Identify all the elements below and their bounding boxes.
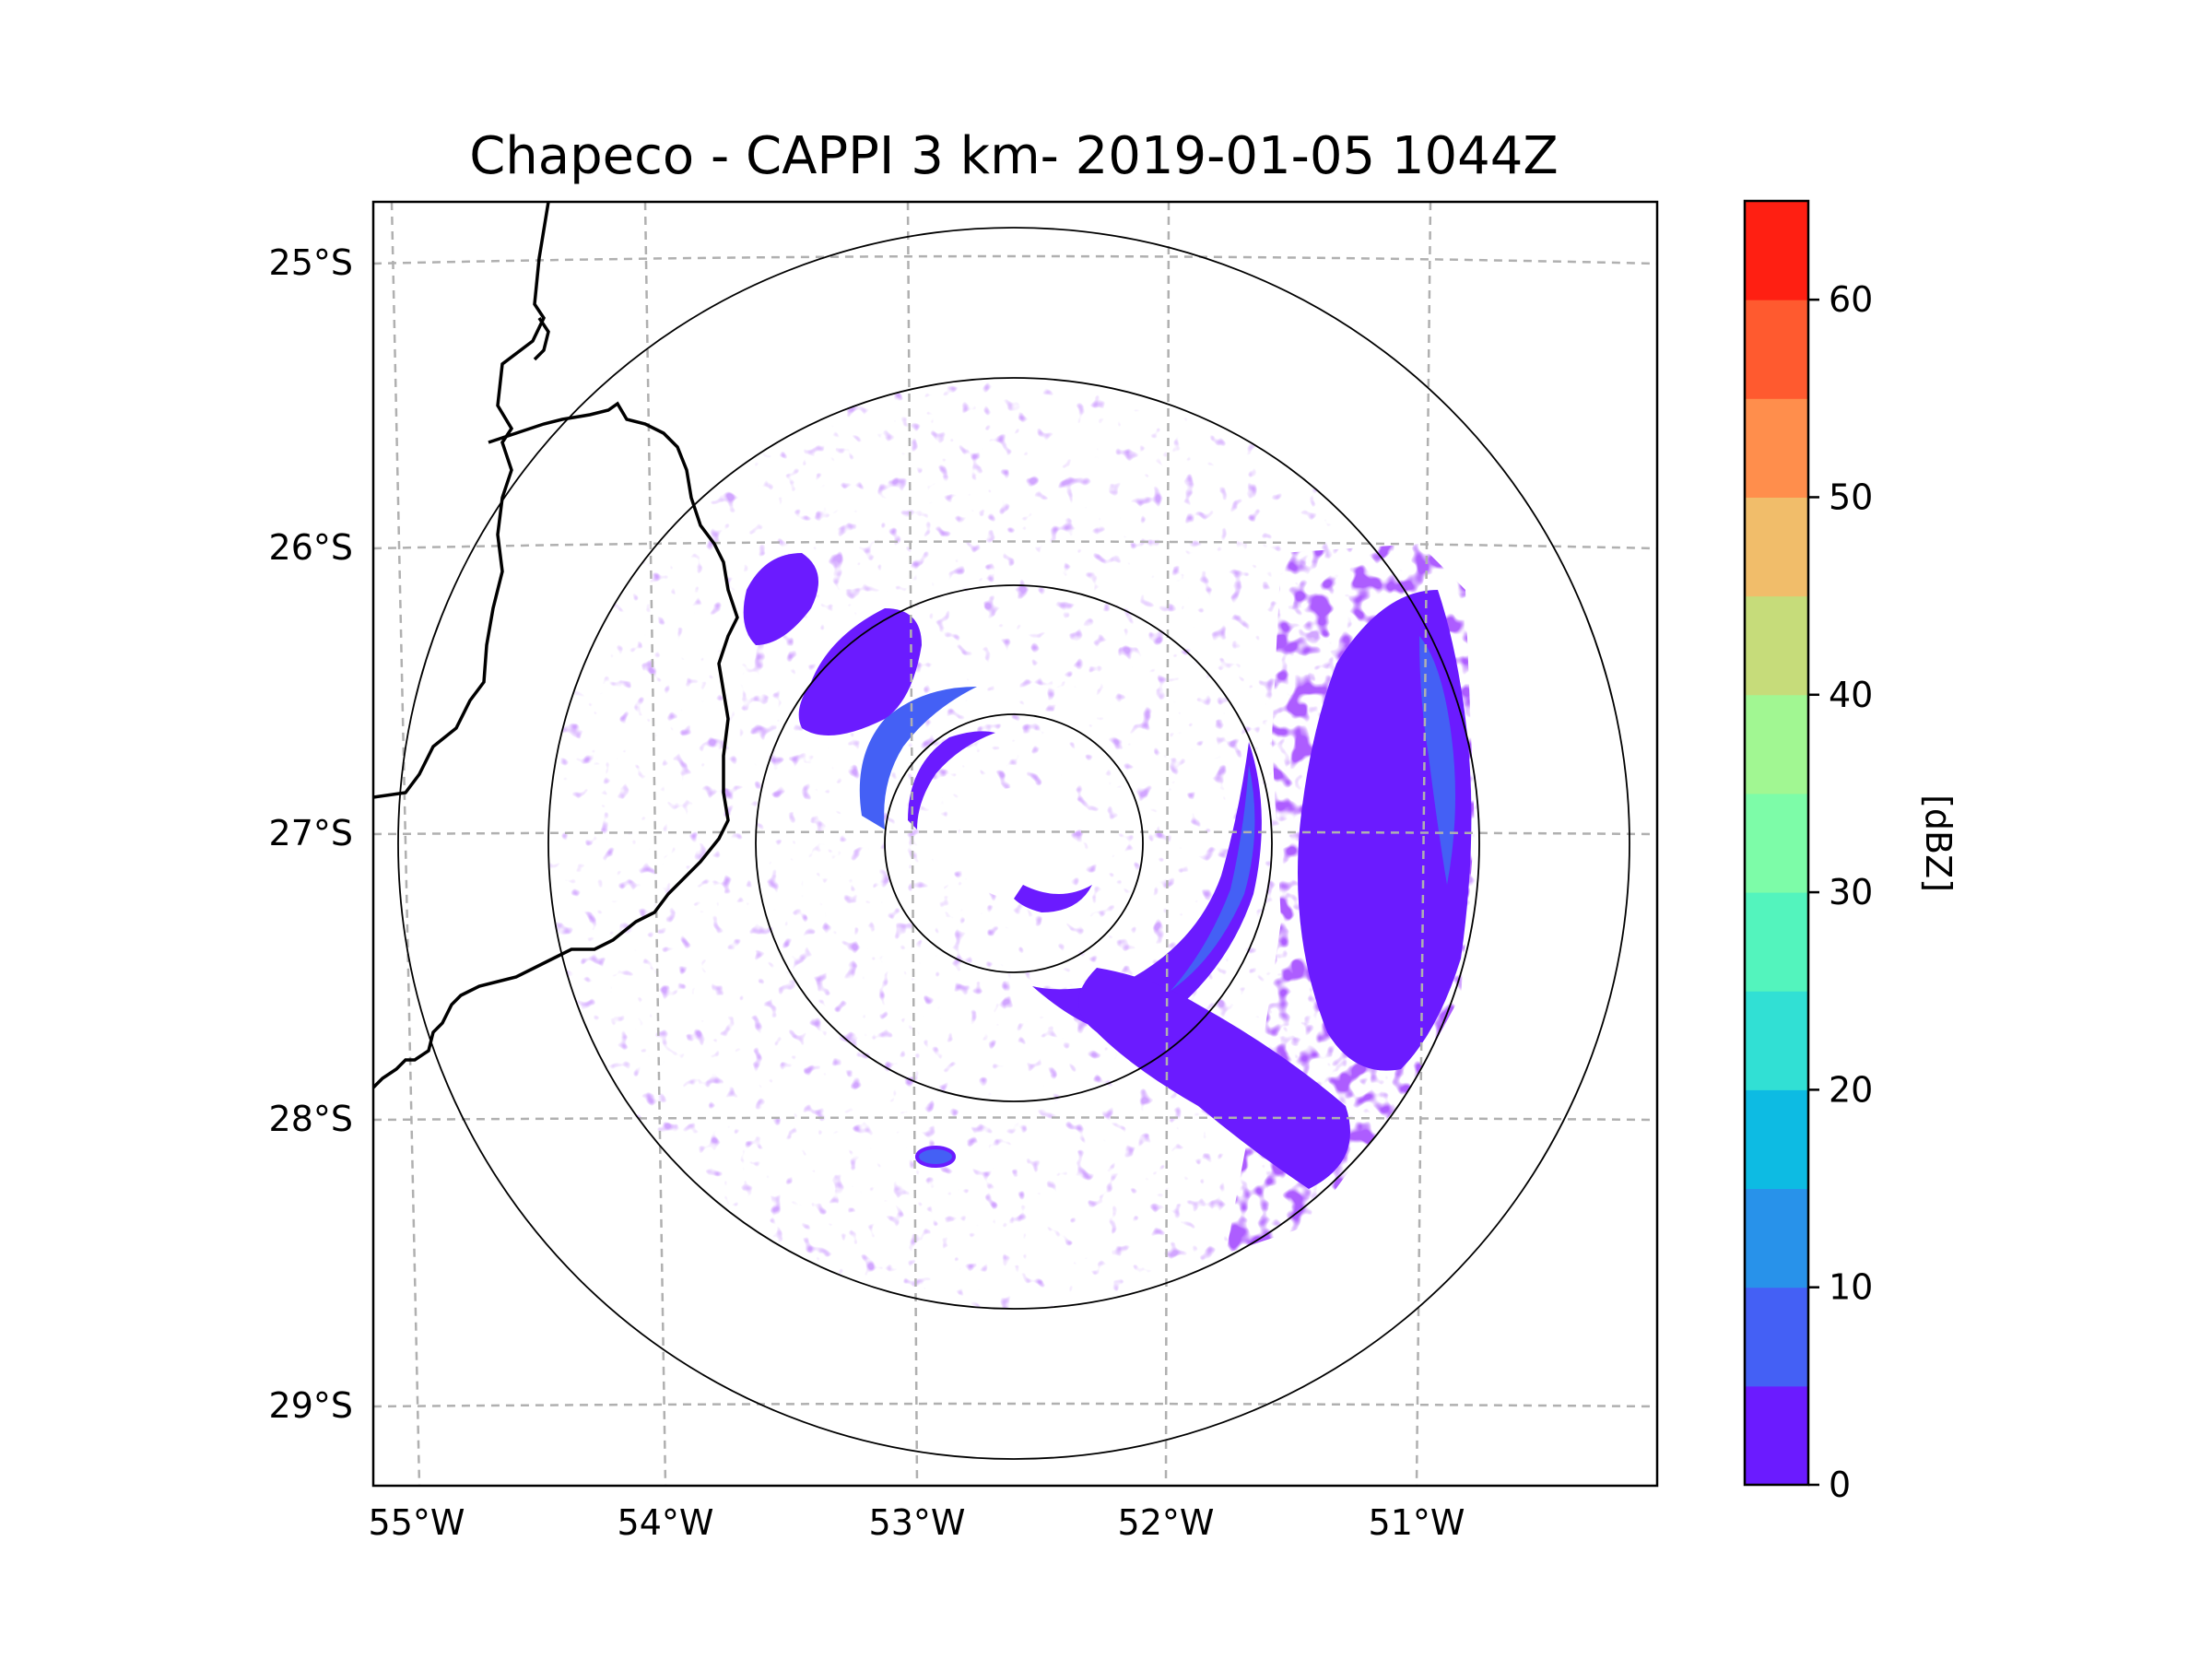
colorbar-band — [1745, 1089, 1808, 1190]
x-axis: 55°W 54°W 53°W 52°W 51°W — [369, 1502, 1465, 1543]
x-tick-label: 51°W — [1369, 1502, 1465, 1543]
colorbar-tick-label: 0 — [1829, 1465, 1851, 1505]
y-tick-label: 27°S — [269, 813, 353, 853]
colorbar-frame — [1743, 199, 1810, 1487]
plot-frame — [371, 200, 1659, 1488]
colorbar-band — [1745, 1188, 1808, 1288]
echo-southeast-arc-core — [1171, 765, 1255, 991]
map-layer — [373, 202, 1657, 1486]
echo-north-band — [743, 553, 818, 645]
colorbar-bands — [1745, 201, 1808, 1486]
echo-southeast-body — [1078, 968, 1350, 1189]
colorbar-band — [1745, 694, 1808, 794]
x-tick-label: 53°W — [869, 1502, 966, 1543]
y-axis: 25°S 26°S 27°S 28°S 29°S — [269, 242, 353, 1426]
y-tick-label: 28°S — [269, 1099, 353, 1139]
colorbar-label: [dBZ] — [1918, 794, 1959, 892]
x-tick-label: 54°W — [618, 1502, 714, 1543]
echo-east-blue-core — [1419, 636, 1455, 885]
colorbar-band — [1745, 595, 1808, 696]
colorbar-tick-label: 40 — [1829, 675, 1873, 715]
colorbar-band — [1745, 300, 1808, 399]
colorbar-tick-label: 30 — [1829, 872, 1873, 912]
echo-inner-arc-2 — [1014, 885, 1092, 912]
echo-southeast-arc — [1032, 742, 1262, 1034]
colorbar-tick-label: 20 — [1829, 1069, 1873, 1110]
colorbar-band — [1745, 497, 1808, 597]
range-ring-100km — [755, 584, 1273, 1102]
colorbar: 0 10 20 30 40 50 60 [dBZ] — [1743, 199, 1959, 1505]
range-rings — [397, 227, 1630, 1460]
range-ring-240km — [397, 227, 1630, 1460]
y-tick-label: 26°S — [269, 527, 353, 568]
border-lines — [373, 202, 739, 1089]
colorbar-band — [1745, 201, 1808, 300]
colorbar-tick-label: 10 — [1829, 1267, 1873, 1308]
colorbar-band — [1745, 991, 1808, 1090]
echo-south-isolated-cell — [915, 1146, 956, 1168]
x-tick-label: 55°W — [369, 1502, 465, 1543]
chart-title: Chapeco - CAPPI 3 km- 2019-01-05 1044Z — [469, 126, 1559, 186]
colorbar-tick-label: 60 — [1829, 279, 1873, 320]
colorbar-band — [1745, 1287, 1808, 1387]
y-tick-label: 25°S — [269, 242, 353, 283]
echo-northwest-arc — [859, 687, 977, 830]
echo-inner-arc-1 — [908, 731, 995, 830]
range-ring-150km — [547, 377, 1480, 1310]
colorbar-band — [1745, 1385, 1808, 1486]
range-ring-50km — [884, 713, 1144, 973]
graticule — [373, 202, 1657, 1486]
colorbar-tick-label: 50 — [1829, 477, 1873, 517]
colorbar-band — [1745, 892, 1808, 992]
y-tick-label: 29°S — [269, 1385, 353, 1426]
colorbar-band — [1745, 398, 1808, 498]
x-tick-label: 52°W — [1118, 1502, 1215, 1543]
colorbar-ticks: 0 10 20 30 40 50 60 — [1808, 279, 1873, 1505]
colorbar-band — [1745, 793, 1808, 893]
echo-northwest-cluster — [798, 608, 922, 735]
